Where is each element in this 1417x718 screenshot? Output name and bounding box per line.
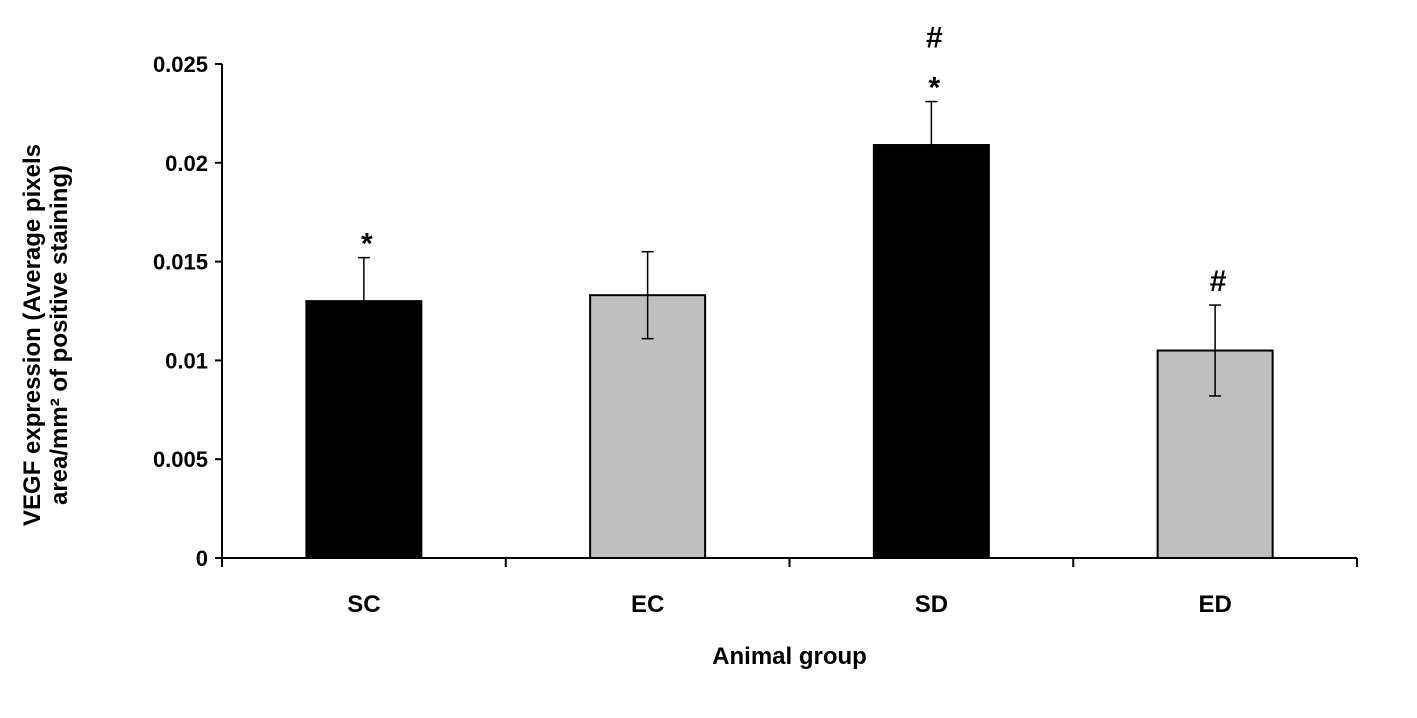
y-tick-label: 0.015 — [153, 250, 208, 275]
y-tick-label: 0.01 — [165, 348, 208, 373]
y-tick-label: 0.02 — [165, 151, 208, 176]
x-tick-label: SD — [915, 591, 948, 618]
x-tick-label: SC — [347, 591, 380, 618]
y-tick-label: 0.025 — [153, 52, 208, 77]
significance-mark: # — [1210, 265, 1227, 298]
x-axis-title: Animal group — [712, 643, 867, 670]
y-tick-label: 0 — [196, 546, 208, 571]
significance-mark: * — [361, 228, 373, 261]
x-tick-label: EC — [631, 591, 664, 618]
y-tick-label: 0.005 — [153, 447, 208, 472]
bar-sd — [872, 144, 990, 560]
y-axis-title: VEGF expression (Average pixels — [19, 144, 46, 526]
significance-mark: # — [926, 22, 943, 55]
x-tick-label: ED — [1198, 591, 1231, 618]
significance-mark: * — [929, 72, 941, 105]
y-axis-title: area/mm² of positive staining) — [46, 165, 73, 505]
